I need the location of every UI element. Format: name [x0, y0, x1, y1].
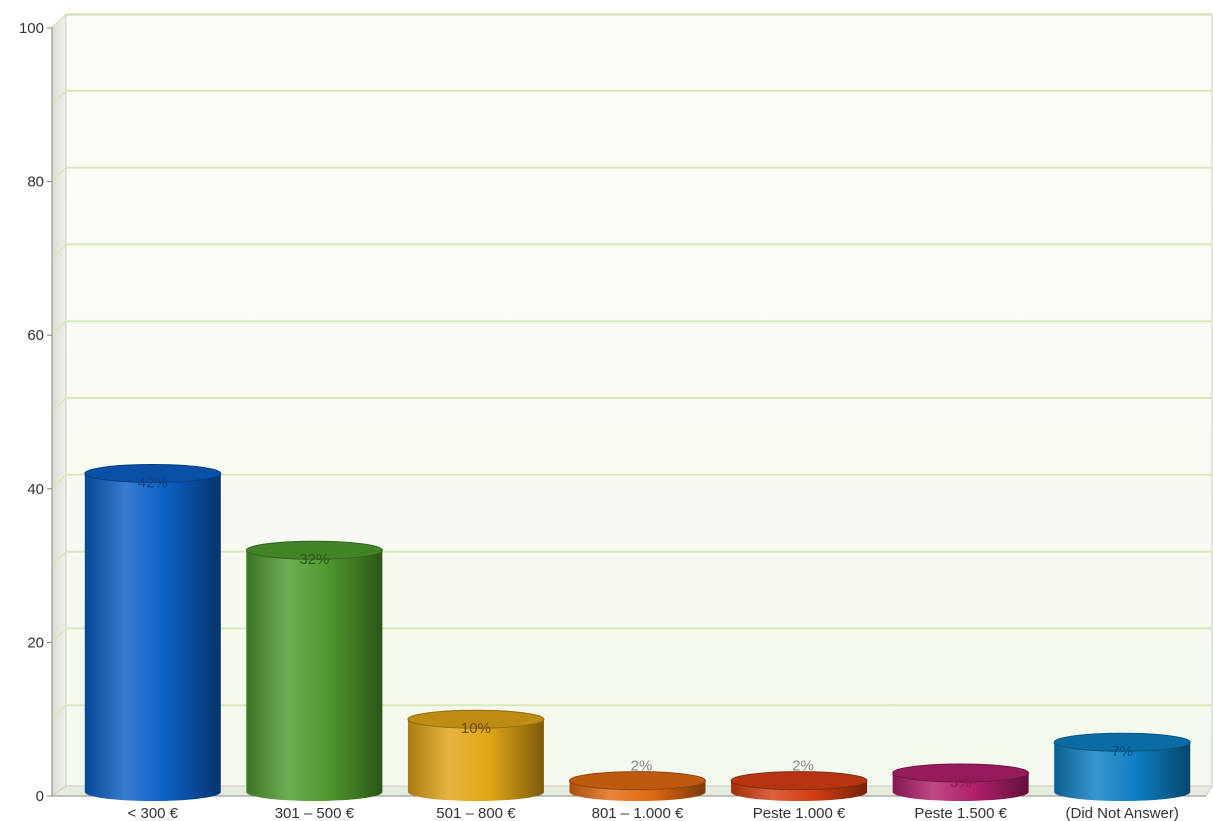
x-tick-label: 301 – 500 €: [275, 805, 355, 821]
bar: 2%: [569, 758, 706, 801]
gridline-side: [51, 551, 67, 567]
x-tick-label: Peste 1.500 €: [914, 805, 1007, 821]
data-label: 7%: [1111, 743, 1133, 760]
y-tick-label: 0: [36, 788, 44, 805]
x-tick-label: 801 – 1.000 €: [592, 805, 684, 821]
bar-body: [407, 719, 544, 801]
x-tick-label: 501 – 800 €: [436, 805, 516, 821]
bar: 2%: [730, 758, 868, 801]
y-tick-label: 80: [27, 174, 44, 191]
back-wall: [65, 14, 1213, 787]
data-label: 42%: [138, 474, 168, 491]
bar-body: [84, 473, 221, 801]
data-label: 3%: [950, 774, 972, 791]
gridline-side: [51, 167, 67, 183]
gridline-side: [51, 320, 67, 336]
x-tick-label: (Did Not Answer): [1066, 805, 1179, 821]
data-label: 10%: [461, 720, 491, 737]
gridline-side: [51, 90, 67, 106]
bar-top: [245, 540, 383, 560]
gridline-side: [51, 704, 67, 720]
bar-top: [1053, 732, 1191, 752]
bar: 32%: [245, 540, 383, 801]
x-tick-label: < 300 €: [128, 805, 179, 821]
y-tick-label: 20: [27, 634, 44, 651]
gridline-side: [51, 243, 67, 259]
bar-body: [246, 550, 383, 801]
y-axis-ticks: 0 20 40 60 80 100: [19, 20, 52, 805]
bar-top: [730, 771, 868, 791]
bar: 3%: [892, 763, 1030, 801]
x-tick-label: Peste 1.000 €: [753, 805, 846, 821]
gridline-side: [51, 397, 67, 413]
bar-top: [569, 771, 706, 791]
y-tick-label: 100: [19, 20, 44, 37]
y-tick-label: 60: [27, 327, 44, 344]
bar: 10%: [407, 709, 545, 801]
bar-body: [1054, 742, 1191, 801]
bar-top: [892, 763, 1030, 783]
gridline-side: [51, 13, 67, 29]
y-tick-label: 40: [27, 481, 44, 498]
bar-top: [84, 463, 222, 483]
bar: 7%: [1053, 732, 1191, 801]
bar-top: [407, 709, 545, 729]
x-axis-labels: < 300 € 301 – 500 € 501 – 800 € 801 – 1.000…: [128, 805, 1179, 821]
bars: 42% 32% 10% 2% 2% 3% 7%: [84, 463, 1191, 801]
bar: 42%: [84, 463, 222, 801]
gridline-side: [51, 627, 67, 643]
plot-background: [50, 13, 1213, 797]
gridline-side: [51, 474, 67, 490]
data-label: 2%: [631, 758, 653, 775]
data-label: 2%: [792, 758, 814, 775]
data-label: 32%: [299, 551, 329, 568]
